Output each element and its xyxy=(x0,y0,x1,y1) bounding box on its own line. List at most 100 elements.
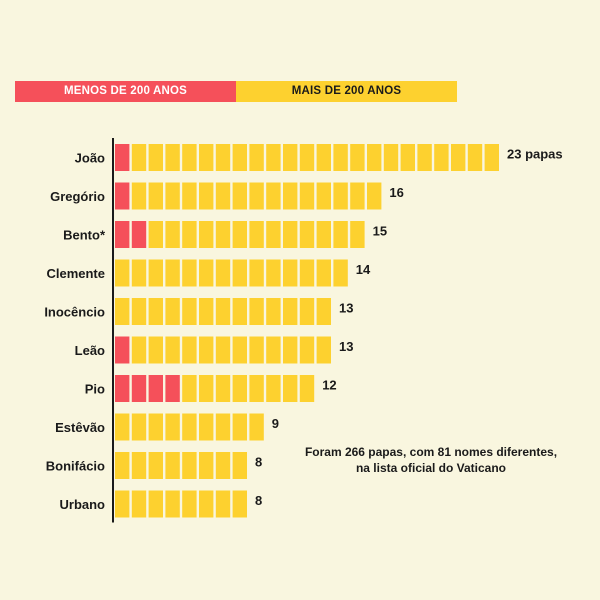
block-old-pope xyxy=(148,259,163,287)
block-old-pope xyxy=(249,182,264,210)
category-label: Estêvão xyxy=(55,420,105,435)
block-old-pope xyxy=(215,221,231,248)
block-old-pope xyxy=(165,144,180,171)
block-old-pope xyxy=(199,375,214,402)
block-old-pope xyxy=(115,452,130,479)
block-old-pope xyxy=(131,144,147,171)
category-label: Urbano xyxy=(60,497,106,512)
block-old-pope xyxy=(350,144,365,171)
block-old-pope xyxy=(148,452,163,479)
value-label: 8 xyxy=(255,455,262,470)
block-old-pope xyxy=(165,452,180,479)
block-old-pope xyxy=(283,221,298,248)
block-old-pope xyxy=(182,413,197,441)
block-old-pope xyxy=(148,490,163,518)
block-old-pope xyxy=(131,298,147,325)
category-label: Inocêncio xyxy=(44,305,105,320)
block-old-pope xyxy=(333,182,348,210)
block-old-pope xyxy=(232,259,247,287)
block-old-pope xyxy=(115,413,130,441)
block-old-pope xyxy=(199,182,214,210)
block-old-pope xyxy=(165,490,180,518)
block-old-pope xyxy=(165,182,180,210)
block-old-pope xyxy=(484,144,499,171)
block-old-pope xyxy=(215,336,231,364)
category-label: João xyxy=(75,151,105,166)
block-old-pope xyxy=(148,336,163,364)
block-recent-pope xyxy=(115,375,130,402)
block-old-pope xyxy=(182,182,197,210)
block-old-pope xyxy=(316,298,331,325)
block-old-pope xyxy=(182,452,197,479)
block-old-pope xyxy=(215,452,231,479)
block-old-pope xyxy=(165,336,180,364)
block-old-pope xyxy=(316,336,331,364)
block-old-pope xyxy=(131,490,147,518)
block-old-pope xyxy=(232,298,247,325)
block-old-pope xyxy=(283,182,298,210)
block-old-pope xyxy=(266,144,281,171)
value-label: 9 xyxy=(272,416,279,431)
block-recent-pope xyxy=(115,221,130,248)
block-old-pope xyxy=(215,298,231,325)
block-old-pope xyxy=(182,298,197,325)
block-recent-pope xyxy=(115,182,130,210)
block-old-pope xyxy=(232,182,247,210)
block-old-pope xyxy=(451,144,466,171)
block-old-pope xyxy=(266,375,281,402)
block-old-pope xyxy=(467,144,483,171)
block-old-pope xyxy=(299,182,315,210)
block-old-pope xyxy=(434,144,449,171)
block-recent-pope xyxy=(115,336,130,364)
block-old-pope xyxy=(232,413,247,441)
block-old-pope xyxy=(215,259,231,287)
block-old-pope xyxy=(400,144,415,171)
block-old-pope xyxy=(131,336,147,364)
block-old-pope xyxy=(199,452,214,479)
block-recent-pope xyxy=(165,375,180,402)
block-old-pope xyxy=(232,221,247,248)
legend-less-than-200-years: MENOS DE 200 ANOS xyxy=(15,81,236,102)
block-old-pope xyxy=(232,490,247,518)
block-old-pope xyxy=(316,144,331,171)
block-old-pope xyxy=(199,221,214,248)
block-old-pope xyxy=(182,336,197,364)
block-old-pope xyxy=(115,298,130,325)
block-old-pope xyxy=(165,259,180,287)
block-old-pope xyxy=(232,452,247,479)
block-old-pope xyxy=(165,221,180,248)
block-old-pope xyxy=(199,490,214,518)
block-old-pope xyxy=(199,144,214,171)
block-old-pope xyxy=(215,182,231,210)
block-old-pope xyxy=(215,413,231,441)
block-old-pope xyxy=(333,144,348,171)
block-old-pope xyxy=(165,298,180,325)
chart-note: Foram 266 papas, com 81 nomes diferentes… xyxy=(304,445,558,475)
block-old-pope xyxy=(249,413,264,441)
block-old-pope xyxy=(199,259,214,287)
block-old-pope xyxy=(215,490,231,518)
block-old-pope xyxy=(148,221,163,248)
block-old-pope xyxy=(249,144,264,171)
block-old-pope xyxy=(266,182,281,210)
block-old-pope xyxy=(131,452,147,479)
legend: MENOS DE 200 ANOS MAIS DE 200 ANOS xyxy=(15,81,457,102)
block-old-pope xyxy=(199,298,214,325)
block-old-pope xyxy=(283,336,298,364)
block-old-pope xyxy=(232,144,247,171)
block-old-pope xyxy=(182,490,197,518)
block-old-pope xyxy=(148,182,163,210)
block-old-pope xyxy=(148,298,163,325)
block-old-pope xyxy=(249,221,264,248)
category-label: Bento* xyxy=(63,228,106,243)
block-old-pope xyxy=(299,221,315,248)
block-old-pope xyxy=(283,298,298,325)
block-old-pope xyxy=(165,413,180,441)
block-recent-pope xyxy=(148,375,163,402)
legend-more-than-200-years: MAIS DE 200 ANOS xyxy=(236,81,457,102)
block-old-pope xyxy=(266,221,281,248)
block-old-pope xyxy=(199,413,214,441)
block-old-pope xyxy=(299,259,315,287)
block-old-pope xyxy=(350,182,365,210)
